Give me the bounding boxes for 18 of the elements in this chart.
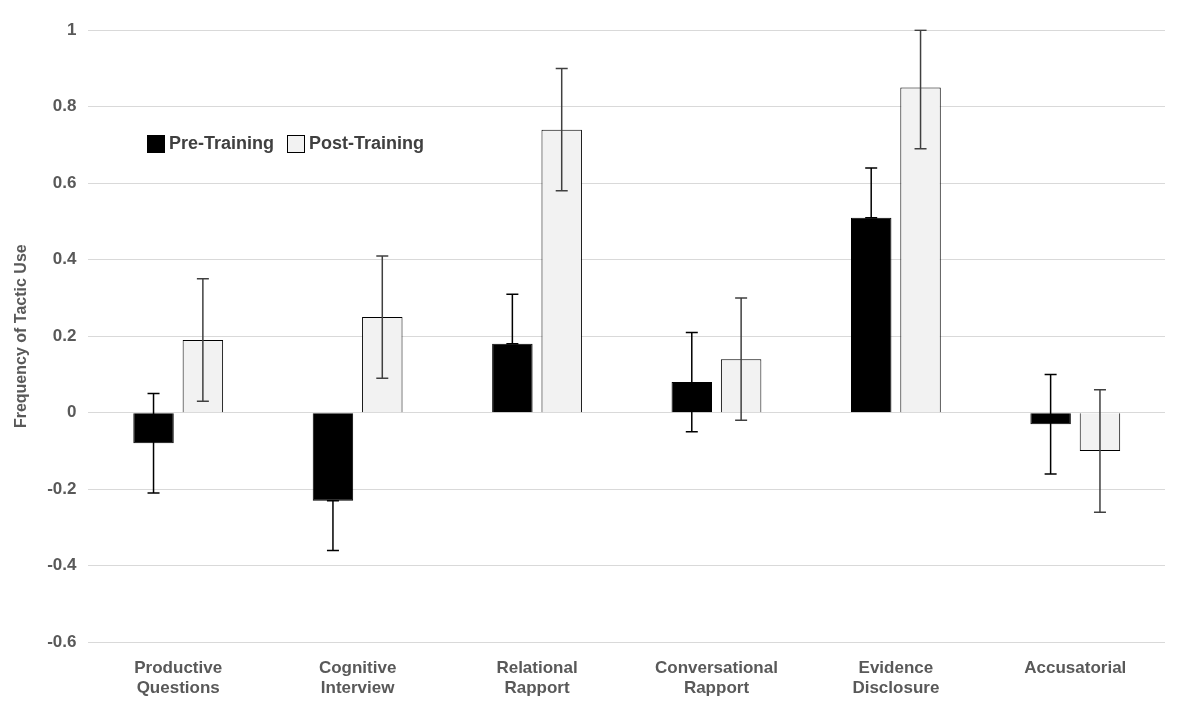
- legend-label: Pre-Training: [169, 133, 275, 154]
- y-tick-label: 0.6: [52, 172, 77, 192]
- y-tick-label: 0.4: [52, 249, 78, 269]
- legend-label: Post-Training: [309, 133, 425, 154]
- x-tick-label: Productive Questions: [134, 658, 223, 698]
- y-tick-label: -0.2: [47, 478, 77, 498]
- x-tick-label: Relational Rapport: [496, 658, 578, 698]
- y-tick-label: -0.4: [47, 555, 78, 575]
- x-tick-label: Accusatorial: [1024, 658, 1127, 678]
- x-tick-label: Conversational Rapport: [655, 658, 778, 698]
- y-tick-label: 0.2: [52, 325, 77, 345]
- x-tick-label: Evidence Disclosure: [852, 658, 940, 698]
- y-tick-label: 1: [67, 19, 77, 39]
- y-tick-label: 0: [67, 402, 77, 422]
- y-tick-label: 0.8: [52, 96, 77, 116]
- x-tick-label: Cognitive Interview: [318, 658, 397, 698]
- y-axis-title: Frequency of Tactic Use: [12, 244, 30, 429]
- y-tick-label: -0.6: [47, 631, 77, 651]
